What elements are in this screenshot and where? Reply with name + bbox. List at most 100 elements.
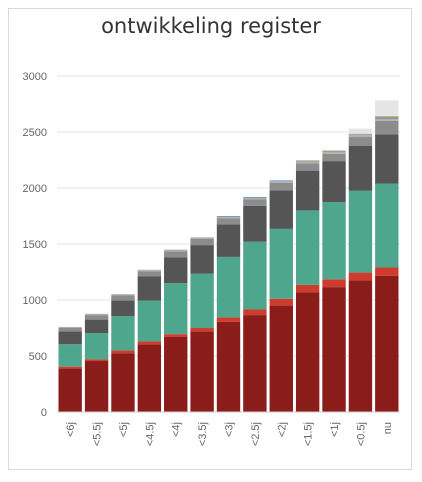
bar-segment <box>58 368 82 412</box>
bar-segment <box>375 267 399 276</box>
bar-segment <box>164 249 188 252</box>
x-tick-label: <3j <box>224 422 236 437</box>
bar-segment <box>322 151 346 152</box>
bar-segment <box>164 334 188 337</box>
bar-segment <box>243 205 267 242</box>
x-tick-label: <6j <box>65 422 77 437</box>
bar-segment <box>269 180 293 181</box>
bar-segment <box>322 279 346 288</box>
x-tick-label: <2.5j <box>250 422 262 446</box>
bar-segment <box>322 161 346 202</box>
y-tick-label: 2500 <box>23 127 47 139</box>
x-tick-label: <4.5j <box>144 422 156 446</box>
y-tick-label: 2000 <box>23 183 47 195</box>
bar-segment <box>137 341 162 345</box>
bar-segment <box>190 273 214 328</box>
bar-segment <box>216 256 241 318</box>
bar-segment <box>216 216 241 217</box>
bar-segment <box>164 257 188 284</box>
bar-segment <box>84 333 109 360</box>
bar-segment <box>190 328 214 332</box>
bar-segment <box>322 202 346 280</box>
y-tick-label: 500 <box>29 351 47 363</box>
bar-segment <box>216 321 241 412</box>
bar-segment <box>137 269 162 272</box>
x-tick-label: <0.5j <box>355 422 367 446</box>
bar-segment <box>58 366 82 369</box>
y-tick-label: 0 <box>41 407 47 419</box>
bar-segment <box>295 161 320 164</box>
bar-segment <box>58 331 82 345</box>
bar-segment <box>111 353 135 412</box>
bar-segment <box>348 190 373 273</box>
bar-segment <box>322 151 346 154</box>
bar-segment <box>269 305 293 412</box>
bar-segment <box>375 275 399 412</box>
y-tick-label: 1500 <box>23 239 47 251</box>
bar-segment <box>164 251 188 258</box>
bar-segment <box>375 118 399 121</box>
x-tick-label: <5j <box>118 422 130 437</box>
bar-segment <box>137 344 162 412</box>
bar-segment <box>216 218 241 225</box>
bar-segment <box>137 276 162 301</box>
bar-segment <box>348 134 373 138</box>
bar-segment <box>375 116 399 118</box>
bar-segment <box>348 280 373 412</box>
bar-segment <box>58 326 82 328</box>
bar-segment <box>322 150 346 152</box>
bar-segment <box>111 350 135 354</box>
bar-segment <box>295 160 320 161</box>
bar-segment <box>243 199 267 206</box>
bar-segment <box>164 336 188 412</box>
bar-segment <box>375 134 399 184</box>
x-tick-label: <1j <box>329 422 341 437</box>
bar-segment <box>243 196 267 198</box>
bar-segment <box>375 117 399 119</box>
bar-segment <box>269 182 293 191</box>
x-tick-label: nu <box>382 422 394 434</box>
bar-segment <box>111 295 135 301</box>
bar-segment <box>348 133 373 135</box>
x-axis: <6j <5.5j <5j <4.5j <4j <3.5j <3j <2.5j <2j <1.5j… <box>57 411 400 446</box>
bar-segment <box>269 190 293 229</box>
bar-segment <box>348 146 373 191</box>
bar-segment <box>164 283 188 335</box>
x-tick-label: <5.5j <box>92 422 104 446</box>
bar-segment <box>348 272 373 281</box>
bar-segment <box>269 228 293 299</box>
bar-segment <box>295 210 320 285</box>
bar-segment <box>243 309 267 316</box>
bar-segment <box>84 361 109 412</box>
bar-segment <box>375 183 399 268</box>
bar-segment <box>216 216 241 219</box>
bar-segment <box>58 344 82 367</box>
bar-segment <box>216 224 241 257</box>
bar-segment <box>84 315 109 320</box>
bar-segment <box>295 160 320 162</box>
bar-segment <box>111 316 135 351</box>
bar-segment <box>295 163 320 171</box>
y-tick-label: 1000 <box>23 295 47 307</box>
x-tick-label: <1.5j <box>303 422 315 446</box>
bar-segment <box>348 137 373 146</box>
bar-segment <box>84 319 109 334</box>
bar-segment <box>84 359 109 362</box>
bar-segment <box>216 317 241 322</box>
bar-segment <box>375 100 399 117</box>
bar-segment <box>137 271 162 277</box>
bar-segment <box>269 180 293 183</box>
bar-segment <box>111 300 135 317</box>
x-tick-label: <2j <box>276 422 288 437</box>
bar-segment <box>84 313 109 316</box>
x-tick-label: <3.5j <box>197 422 209 446</box>
x-tick-label: <4j <box>171 422 183 437</box>
bar-segment <box>137 300 162 342</box>
bar-segment <box>375 120 399 135</box>
bar-segment <box>322 287 346 412</box>
bar-segment <box>111 294 135 296</box>
bar-segment <box>295 292 320 412</box>
y-axis: 0 500 1000 1500 2000 2500 3000 <box>23 71 47 419</box>
bar-segment <box>348 134 373 135</box>
